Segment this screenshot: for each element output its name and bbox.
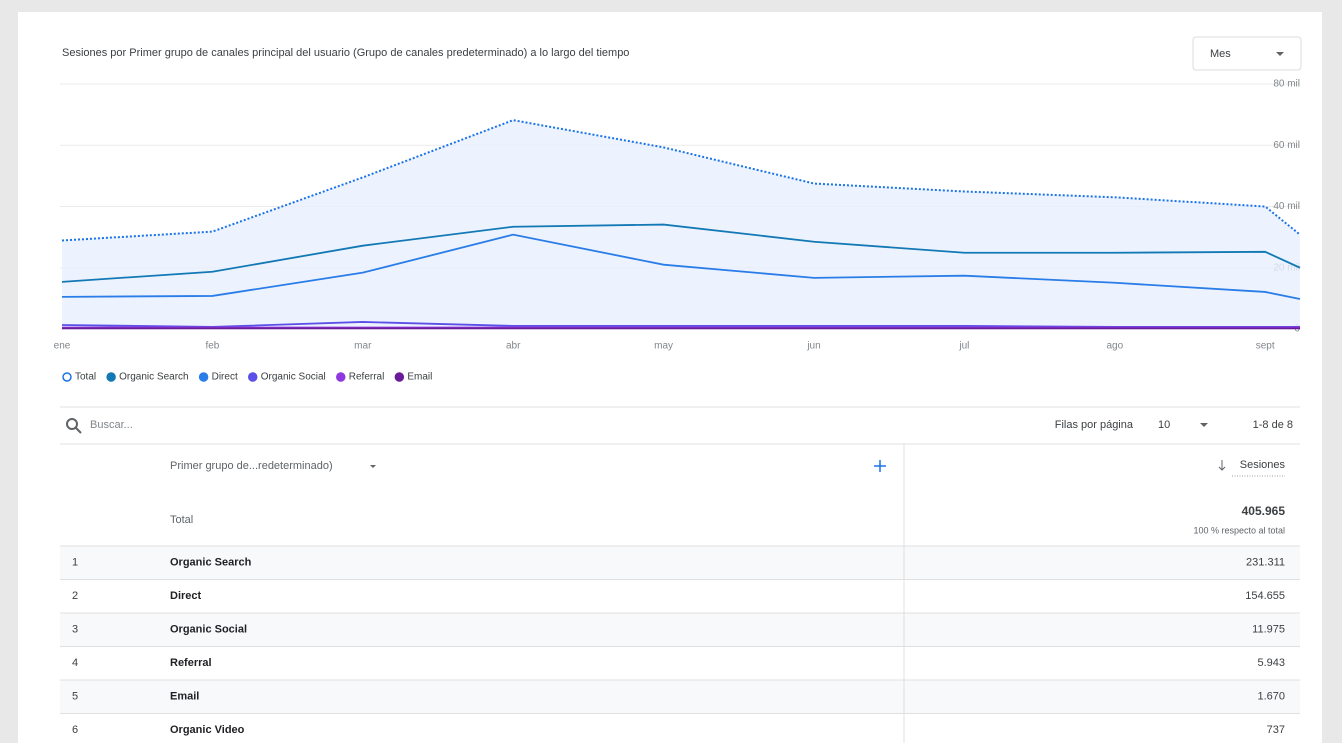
row-background <box>60 546 1300 580</box>
x-tick-label: sept <box>1256 341 1275 352</box>
line <box>61 119 1301 242</box>
x-tick-label: jun <box>806 341 820 352</box>
y-tick-label: 80 mil <box>1273 79 1300 90</box>
row-name: Referral <box>170 657 212 669</box>
row-value: 154.655 <box>1245 590 1285 602</box>
dropdown-icon <box>1276 52 1284 56</box>
row-index: 5 <box>72 691 78 703</box>
period-select[interactable] <box>1192 36 1302 71</box>
row-index: 6 <box>72 724 78 736</box>
line <box>61 223 1301 283</box>
legend-label: Email <box>407 372 432 383</box>
chart-title: Sesiones por Primer grupo de canales pri… <box>62 47 629 59</box>
legend-swatch <box>336 372 346 382</box>
x-tick-label: mar <box>354 341 372 352</box>
row-name: Email <box>170 691 199 703</box>
x-tick-label: abr <box>506 341 521 352</box>
x-tick-label: ago <box>1106 341 1123 352</box>
row-value: 11.975 <box>1252 624 1285 636</box>
total-label: Total <box>170 514 193 526</box>
rows-select[interactable]: 10 <box>1158 419 1170 431</box>
row-value: 231.311 <box>1246 557 1285 569</box>
search-input[interactable]: Buscar... <box>90 419 133 431</box>
row-index: 2 <box>72 590 78 602</box>
pagination: 1-8 de 8 <box>1253 419 1293 431</box>
x-tick-label: ene <box>54 341 71 352</box>
search-icon <box>66 418 78 430</box>
legend-swatch <box>62 372 72 382</box>
legend-swatch <box>106 372 116 382</box>
x-tick-label: may <box>654 341 673 352</box>
period-label: Mes <box>1210 48 1231 60</box>
sort-icon <box>1218 460 1226 471</box>
x-tick-label: feb <box>205 341 219 352</box>
total-value: 405.965 <box>1242 504 1286 518</box>
metric-header[interactable]: Sesiones <box>1240 459 1286 471</box>
y-tick-label: 60 mil <box>1273 140 1300 151</box>
legend-label: Direct <box>212 372 238 383</box>
row-name: Direct <box>170 590 202 602</box>
row-name: Organic Search <box>170 557 252 569</box>
row-index: 1 <box>72 557 78 569</box>
x-tick-label: jul <box>958 341 969 352</box>
row-name: Organic Social <box>170 624 247 636</box>
row-index: 3 <box>72 624 78 636</box>
dimension-header[interactable]: Primer grupo de...redeterminado) <box>170 460 333 472</box>
row-index: 4 <box>72 657 78 669</box>
legend-label: Total <box>75 372 96 383</box>
dropdown-icon <box>370 465 376 468</box>
legend-label: Referral <box>349 372 385 383</box>
legend-label: Organic Social <box>261 372 326 383</box>
row-background <box>60 613 1300 647</box>
add-dimension[interactable] <box>874 460 886 472</box>
dropdown-icon <box>1200 423 1208 427</box>
rows-label: Filas por página <box>1055 419 1134 431</box>
row-value: 1.670 <box>1257 691 1285 703</box>
legend-swatch <box>394 372 405 382</box>
total-note: 100 % respecto al total <box>1193 525 1285 535</box>
legend-swatch <box>247 372 258 382</box>
row-background <box>60 680 1300 714</box>
legend-swatch <box>198 372 209 382</box>
row-value: 737 <box>1267 724 1285 736</box>
legend-label: Organic Search <box>119 372 188 383</box>
search-icon-handle <box>75 427 82 434</box>
line <box>61 233 1301 300</box>
row-name: Organic Video <box>170 724 245 736</box>
y-tick-label: 40 mil <box>1273 201 1300 212</box>
row-value: 5.943 <box>1257 657 1285 669</box>
